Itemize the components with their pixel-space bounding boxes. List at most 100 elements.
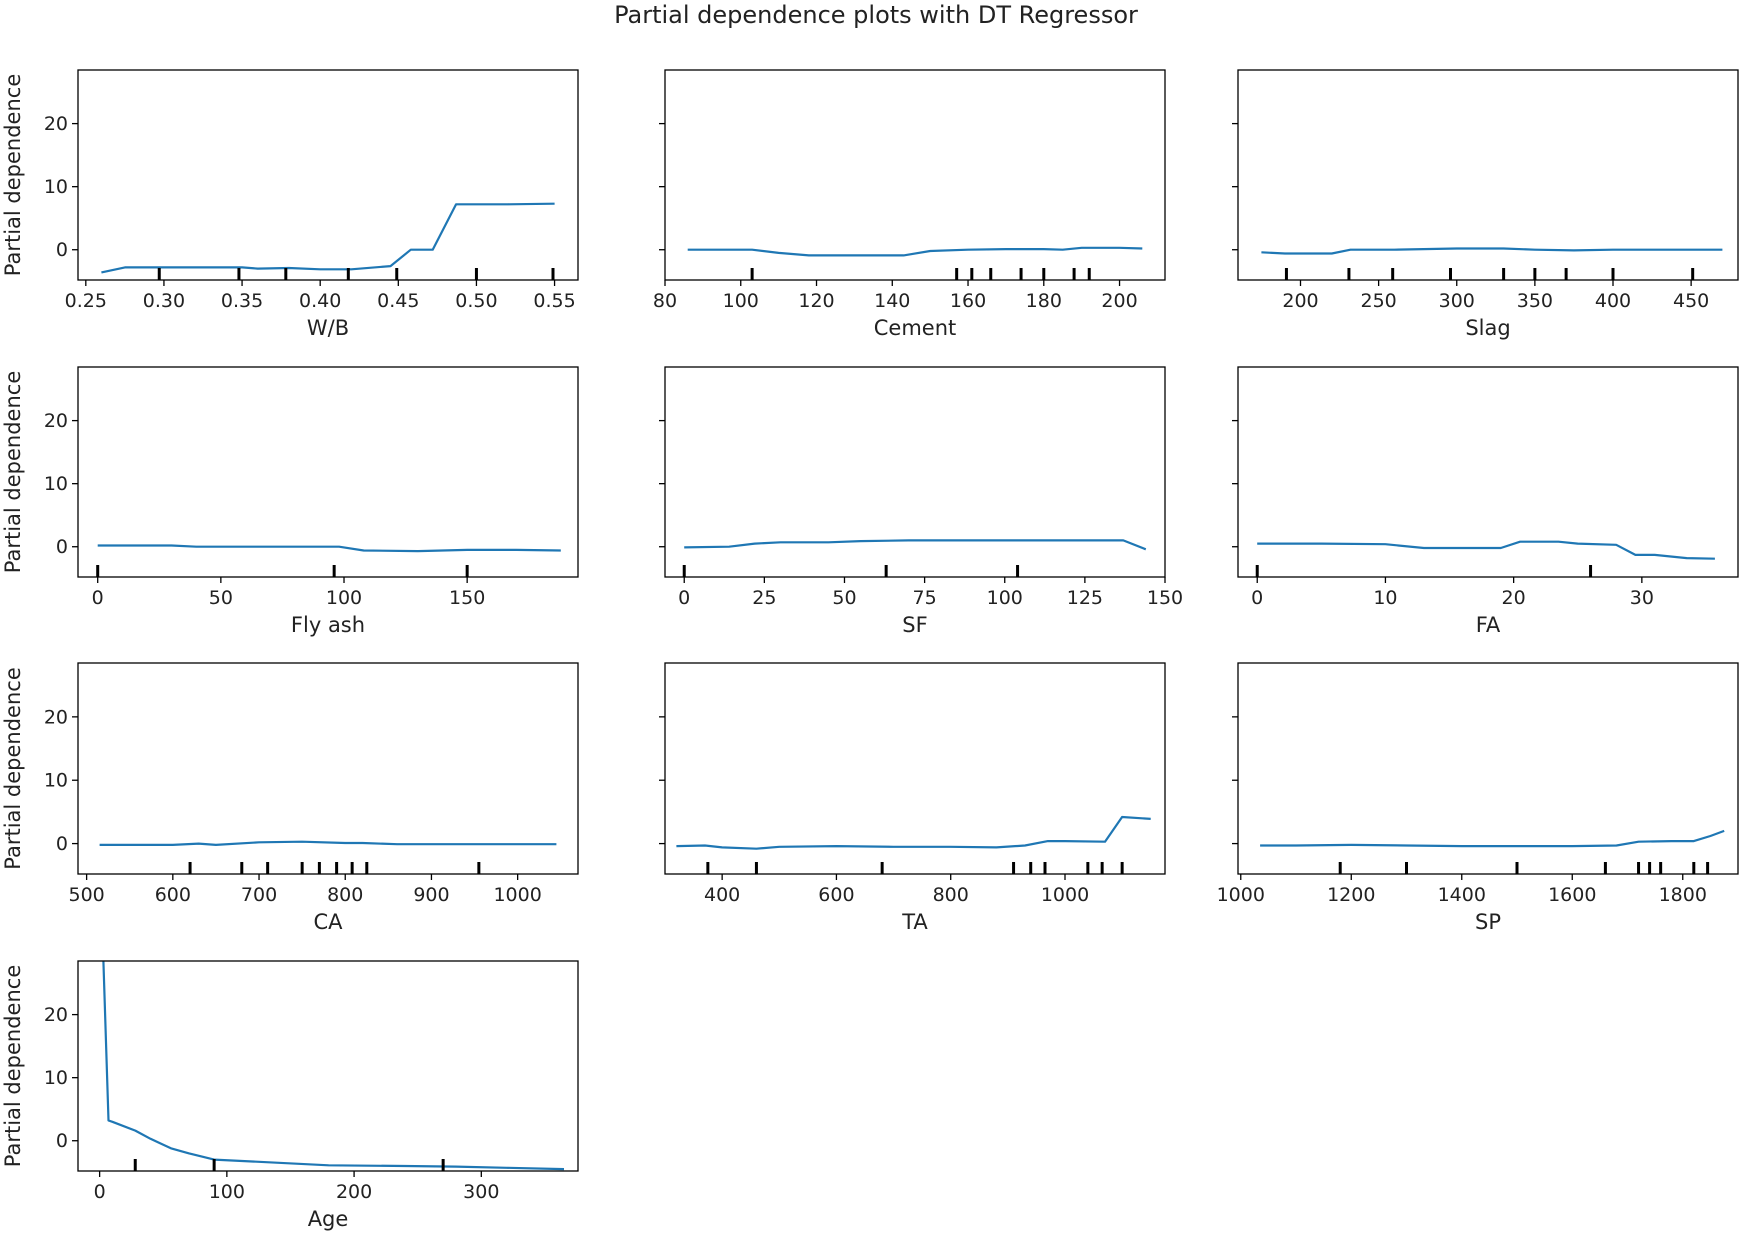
y-tick-label: 20 bbox=[44, 113, 68, 135]
subplot-ta: 400 600 800 1000 TA bbox=[659, 662, 1166, 934]
y-tick-label: 10 bbox=[44, 176, 68, 198]
x-tick-label: 150 bbox=[449, 587, 485, 609]
x-tick-label: 1400 bbox=[1438, 884, 1486, 906]
y-axis-label: Partial dependence bbox=[1, 965, 25, 1168]
partial-dependence-line bbox=[97, 544, 561, 553]
x-tick-label: 150 bbox=[1147, 587, 1183, 609]
x-tick-label: 900 bbox=[413, 884, 449, 906]
subplot-age: 0 10 20 Partial dependence 0 100 200 300 Age bbox=[1, 960, 579, 1231]
x-tick-label: 1000 bbox=[1041, 884, 1089, 906]
y-tick-label: 0 bbox=[56, 536, 68, 558]
x-tick-label: 400 bbox=[1595, 290, 1631, 312]
x-axis-label: SP bbox=[1475, 910, 1501, 934]
x-tick-label: 75 bbox=[913, 587, 937, 609]
partial-dependence-line bbox=[1260, 829, 1725, 848]
axes-frame bbox=[664, 662, 1166, 875]
subplot-fa: 0 10 20 30 FA bbox=[1232, 366, 1739, 637]
y-tick-label: 20 bbox=[44, 706, 68, 728]
partial-dependence-line bbox=[102, 961, 565, 1171]
x-tick-label: 250 bbox=[1360, 290, 1396, 312]
x-tick-label: 125 bbox=[1067, 587, 1103, 609]
y-axis-label: Partial dependence bbox=[1, 74, 25, 277]
x-tick-label: 0.55 bbox=[533, 290, 575, 312]
subplot-w-b: 0 10 20 Partial dependence 0.25 0.30 0.35 0.40 0… bbox=[1, 69, 579, 340]
axes-frame bbox=[1237, 662, 1739, 875]
x-tick-label: 140 bbox=[874, 290, 910, 312]
x-tick-label: 1600 bbox=[1548, 884, 1596, 906]
x-tick-label: 180 bbox=[1026, 290, 1062, 312]
partial-dependence-line bbox=[101, 202, 555, 274]
x-tick-label: 100 bbox=[723, 290, 759, 312]
y-tick-label: 10 bbox=[44, 770, 68, 792]
figure-title: Partial dependence plots with DT Regress… bbox=[614, 1, 1138, 29]
subplot-cement: 80 100 120 140 160 180 200 Cement bbox=[653, 69, 1166, 340]
y-tick-label: 0 bbox=[56, 833, 68, 855]
x-axis-label: W/B bbox=[307, 316, 349, 340]
x-tick-label: 20 bbox=[1502, 587, 1526, 609]
partial-dependence-line bbox=[1261, 247, 1723, 255]
x-axis-label: SF bbox=[902, 613, 927, 637]
x-tick-label: 0.40 bbox=[299, 290, 341, 312]
x-axis-label: FA bbox=[1476, 613, 1501, 637]
x-tick-label: 50 bbox=[209, 587, 233, 609]
x-tick-label: 0 bbox=[678, 587, 690, 609]
x-axis-label: TA bbox=[901, 910, 928, 934]
x-tick-label: 30 bbox=[1630, 587, 1654, 609]
x-tick-label: 1000 bbox=[1217, 884, 1265, 906]
x-tick-label: 400 bbox=[704, 884, 740, 906]
partial-dependence-line bbox=[99, 840, 557, 847]
partial-dependence-line bbox=[676, 815, 1151, 850]
axes-frame bbox=[77, 366, 579, 578]
partial-dependence-line bbox=[684, 539, 1147, 551]
axes-frame bbox=[77, 960, 579, 1172]
x-tick-label: 200 bbox=[1282, 290, 1318, 312]
x-tick-label: 1000 bbox=[493, 884, 541, 906]
subplot-ca: 0 10 20 Partial dependence 500 600 700 800 900 10… bbox=[1, 662, 579, 934]
axes-frame bbox=[77, 662, 579, 875]
x-axis-label: Slag bbox=[1465, 316, 1510, 340]
x-tick-label: 10 bbox=[1373, 587, 1397, 609]
x-tick-label: 600 bbox=[818, 884, 854, 906]
subplot-sf: 0 25 50 75 100 125 150 SF bbox=[659, 366, 1183, 637]
y-axis-label: Partial dependence bbox=[1, 667, 25, 870]
x-tick-label: 350 bbox=[1517, 290, 1553, 312]
x-tick-label: 500 bbox=[68, 884, 104, 906]
x-tick-label: 80 bbox=[653, 290, 677, 312]
y-axis-label: Partial dependence bbox=[1, 371, 25, 574]
x-tick-label: 0.45 bbox=[377, 290, 419, 312]
x-tick-label: 800 bbox=[933, 884, 969, 906]
x-tick-label: 300 bbox=[1439, 290, 1475, 312]
partial-dependence-line bbox=[687, 246, 1143, 257]
axes-frame bbox=[1237, 366, 1739, 578]
subplot-fly-ash: 0 10 20 Partial dependence 0 50 100 150 Fly ash bbox=[1, 366, 579, 637]
x-tick-label: 200 bbox=[1101, 290, 1137, 312]
x-axis-label: Age bbox=[308, 1207, 349, 1231]
y-tick-label: 0 bbox=[56, 1130, 68, 1152]
subplot-sp: 1000 1200 1400 1600 1800 SP bbox=[1217, 662, 1739, 934]
x-tick-label: 200 bbox=[336, 1181, 372, 1203]
subplot-grid: 0 10 20 Partial dependence 0.25 0.30 0.35 0.40 0… bbox=[1, 69, 1739, 1231]
x-tick-label: 0 bbox=[92, 587, 104, 609]
x-tick-label: 0.25 bbox=[65, 290, 107, 312]
x-tick-label: 800 bbox=[327, 884, 363, 906]
x-axis-label: Fly ash bbox=[291, 613, 365, 637]
x-tick-label: 100 bbox=[209, 1181, 245, 1203]
x-tick-label: 700 bbox=[241, 884, 277, 906]
x-tick-label: 100 bbox=[326, 587, 362, 609]
x-tick-label: 1200 bbox=[1327, 884, 1375, 906]
x-tick-label: 120 bbox=[798, 290, 834, 312]
y-tick-label: 10 bbox=[44, 473, 68, 495]
axes-frame bbox=[1237, 69, 1739, 281]
x-tick-label: 600 bbox=[155, 884, 191, 906]
axes-frame bbox=[77, 69, 579, 281]
x-tick-label: 300 bbox=[463, 1181, 499, 1203]
y-tick-label: 20 bbox=[44, 410, 68, 432]
x-tick-label: 50 bbox=[832, 587, 856, 609]
axes-frame bbox=[664, 69, 1166, 281]
y-tick-label: 10 bbox=[44, 1067, 68, 1089]
x-tick-label: 1800 bbox=[1659, 884, 1707, 906]
x-tick-label: 0 bbox=[94, 1181, 106, 1203]
x-tick-label: 450 bbox=[1673, 290, 1709, 312]
x-tick-label: 0.35 bbox=[221, 290, 263, 312]
